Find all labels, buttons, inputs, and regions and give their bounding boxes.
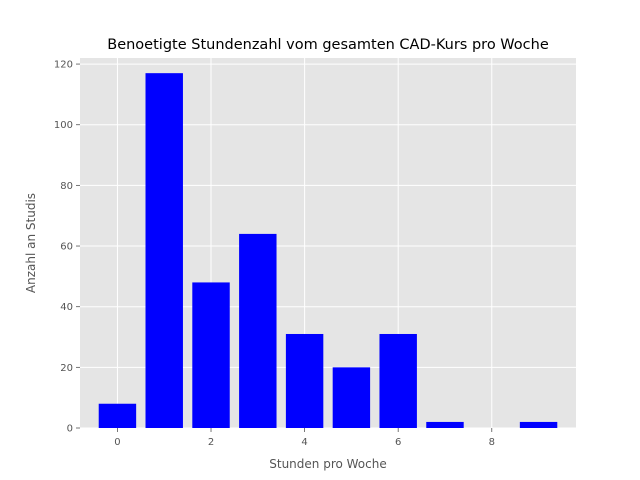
bar [98, 403, 137, 428]
y-tick-label: 120 [54, 60, 73, 71]
y-tick-label: 0 [67, 424, 73, 435]
bar [145, 73, 183, 428]
y-tick-label: 40 [60, 302, 73, 313]
x-axis-ticks: 0 2 4 6 8 [114, 428, 495, 448]
chart-title: Benoetigte Stundenzahl vom gesamten CAD-… [107, 37, 549, 53]
bar [519, 421, 558, 428]
bar [332, 367, 371, 428]
y-tick-label: 80 [60, 181, 73, 192]
y-axis-ticks: 0 20 40 60 80 100 120 [54, 60, 80, 435]
y-tick-label: 100 [54, 120, 73, 131]
x-tick-label: 8 [489, 437, 495, 448]
y-axis-label: Anzahl an Studis [24, 193, 38, 293]
x-tick-label: 0 [114, 437, 120, 448]
x-tick-label: 4 [301, 437, 307, 448]
bar [379, 333, 417, 428]
bar [239, 233, 277, 428]
x-tick-label: 2 [208, 437, 214, 448]
y-tick-label: 60 [60, 242, 73, 253]
bar [285, 333, 324, 428]
bars [98, 73, 558, 428]
y-tick-label: 20 [60, 363, 73, 374]
x-axis-label: Stunden pro Woche [269, 457, 387, 471]
bar [426, 421, 464, 428]
x-tick-label: 6 [395, 437, 401, 448]
bar [192, 282, 230, 428]
